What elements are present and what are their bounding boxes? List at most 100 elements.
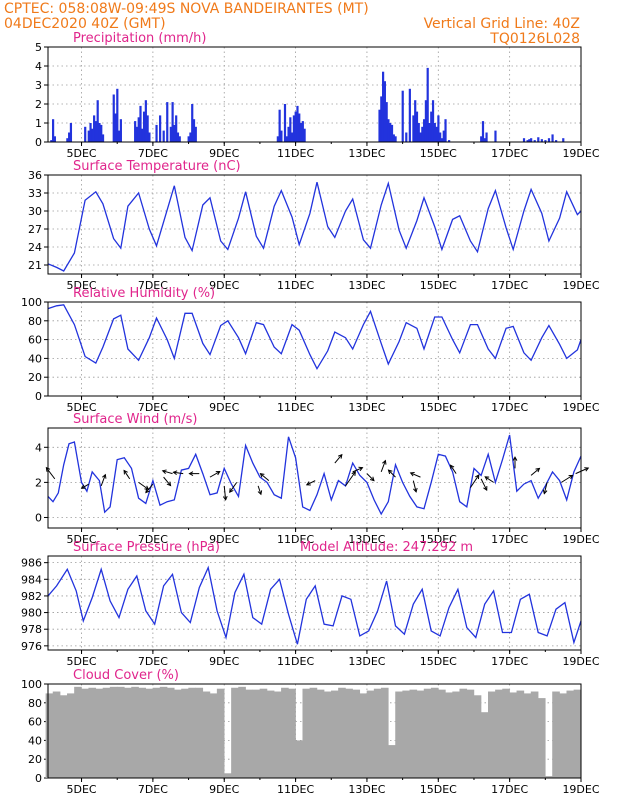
- precipitation-bar: [98, 123, 101, 142]
- wind-arrow: [80, 483, 89, 489]
- humidity-ytick-label: 0: [35, 390, 42, 403]
- cloud-cover-ytick-label: 0: [35, 772, 42, 785]
- precipitation-bar: [530, 138, 533, 142]
- cloud-cover-bar: [352, 689, 361, 778]
- precipitation-bar: [424, 100, 428, 142]
- cloud-cover-bar: [402, 690, 410, 778]
- cloud-cover-bar: [359, 693, 368, 778]
- precipitation-bar: [283, 104, 287, 142]
- pressure-ytick-label: 976: [21, 640, 42, 653]
- precipitation-bar: [440, 138, 444, 142]
- temperature-xtick-label: 19DEC: [562, 279, 599, 292]
- wind-arrow: [530, 467, 541, 476]
- temperature-xtick-label: 13DEC: [348, 279, 385, 292]
- precipitation-bar: [485, 132, 488, 142]
- cloud-cover-bar: [188, 687, 196, 778]
- precipitation-bar: [433, 123, 436, 142]
- cloud-cover-bar: [259, 688, 268, 778]
- cloud-cover-bar: [138, 687, 146, 778]
- precipitation-bar: [421, 126, 424, 142]
- cloud-cover-xtick-label: 7DEC: [138, 783, 168, 796]
- precipitation-bar: [100, 124, 103, 142]
- cloud-cover-bar: [559, 693, 567, 778]
- precipitation-bar: [380, 96, 383, 142]
- precipitation-bar: [480, 136, 483, 142]
- temperature-title: Surface Temperature (nC): [73, 159, 241, 174]
- precipitation-bar: [280, 130, 283, 142]
- precipitation-bar: [299, 123, 303, 142]
- cloud-cover-bar: [488, 691, 496, 778]
- header: CPTEC: 058:08W-09:49S NOVA BANDEIRANTES …: [4, 1, 580, 47]
- precipitation-bar: [139, 105, 142, 142]
- wind-arrow: [172, 470, 184, 476]
- cloud-cover-ytick-label: 20: [28, 753, 42, 766]
- pressure-xtick-label: 9DEC: [209, 655, 239, 668]
- cloud-cover-bar: [195, 687, 204, 778]
- precipitation-bar: [53, 136, 56, 142]
- wind-ytick-label: 0: [35, 511, 42, 524]
- wind-arrow: [145, 483, 154, 494]
- temperature-ytick-label: 24: [28, 241, 42, 254]
- wind-title: Surface Wind (m/s): [73, 412, 197, 427]
- precipitation-bar: [101, 134, 105, 142]
- header-date: 04DEC2020 40Z (GMT): [4, 16, 166, 32]
- precipitation-bar: [435, 126, 438, 142]
- cloud-cover-bar: [67, 693, 75, 778]
- precipitation-bar: [94, 121, 98, 142]
- precipitation-bar: [430, 111, 433, 142]
- precipitation-bar: [381, 71, 385, 142]
- precipitation-bar: [285, 136, 288, 142]
- temperature-xtick-label: 7DEC: [138, 279, 168, 292]
- wind-arrow: [334, 453, 343, 464]
- wind-xtick-label: 15DEC: [420, 533, 457, 546]
- cloud-cover-bar: [238, 686, 246, 778]
- cloud-cover-bar: [395, 691, 403, 778]
- precipitation-bar: [176, 132, 180, 142]
- wind-arrow: [123, 469, 131, 480]
- wind-arrow: [352, 466, 364, 473]
- precipitation-bar: [383, 81, 386, 142]
- precipitation-ytick-label: 3: [35, 79, 42, 92]
- cloud-cover-xtick-label: 11DEC: [277, 783, 314, 796]
- header-station: CPTEC: 058:08W-09:49S NOVA BANDEIRANTES …: [4, 1, 369, 17]
- precipitation-bar: [187, 136, 190, 142]
- precipitation-ytick-label: 2: [35, 98, 42, 111]
- cloud-cover-bar: [202, 691, 211, 778]
- cloud-cover-xtick-label: 9DEC: [209, 783, 239, 796]
- cloud-cover-bar: [459, 688, 468, 778]
- wind-ytick-label: 4: [35, 441, 42, 454]
- cloud-cover-bar: [373, 688, 382, 778]
- precipitation-bar: [481, 121, 485, 142]
- cloud-cover-bar: [124, 687, 132, 778]
- precipitation-title: Precipitation (mm/h): [73, 31, 206, 46]
- humidity-ytick-label: 20: [28, 371, 42, 384]
- cloud-cover-bar: [466, 689, 475, 778]
- precipitation-bar: [134, 121, 137, 142]
- cloud-cover-xtick-label: 17DEC: [491, 783, 528, 796]
- cloud-cover-bar: [209, 693, 218, 778]
- cloud-cover-bar: [52, 691, 61, 778]
- wind-arrow: [229, 482, 238, 494]
- cloud-cover-bar: [174, 689, 182, 778]
- cloud-cover-bar: [159, 686, 168, 778]
- precipitation-panel: 0 1 2 3 4 5 5DEC 7DEC 9DEC 11DEC 13DEC 15DEC 17DEC 19…: [35, 31, 600, 160]
- wind-arrow: [449, 464, 457, 474]
- cloud-cover-bar: [473, 695, 482, 778]
- precipitation-bar: [417, 123, 420, 142]
- pressure-line: [47, 565, 582, 645]
- cloud-cover-bar: [145, 688, 154, 778]
- cloud-cover-ytick-label: 60: [28, 716, 42, 729]
- wind-arrow: [561, 474, 574, 483]
- header-code: TQ0126L028: [489, 31, 580, 47]
- precipitation-bar: [175, 115, 178, 142]
- cloud-cover-bar: [416, 690, 425, 778]
- humidity-ytick-label: 100: [21, 296, 42, 309]
- temperature-ytick-label: 27: [28, 223, 42, 236]
- precipitation-bar: [287, 126, 290, 142]
- humidity-xtick-label: 19DEC: [562, 401, 599, 414]
- precipitation-bar: [483, 138, 486, 142]
- precipitation-bar: [87, 130, 90, 142]
- precipitation-bar: [148, 132, 151, 142]
- temperature-xtick-label: 11DEC: [277, 279, 314, 292]
- precipitation-bar: [192, 119, 196, 142]
